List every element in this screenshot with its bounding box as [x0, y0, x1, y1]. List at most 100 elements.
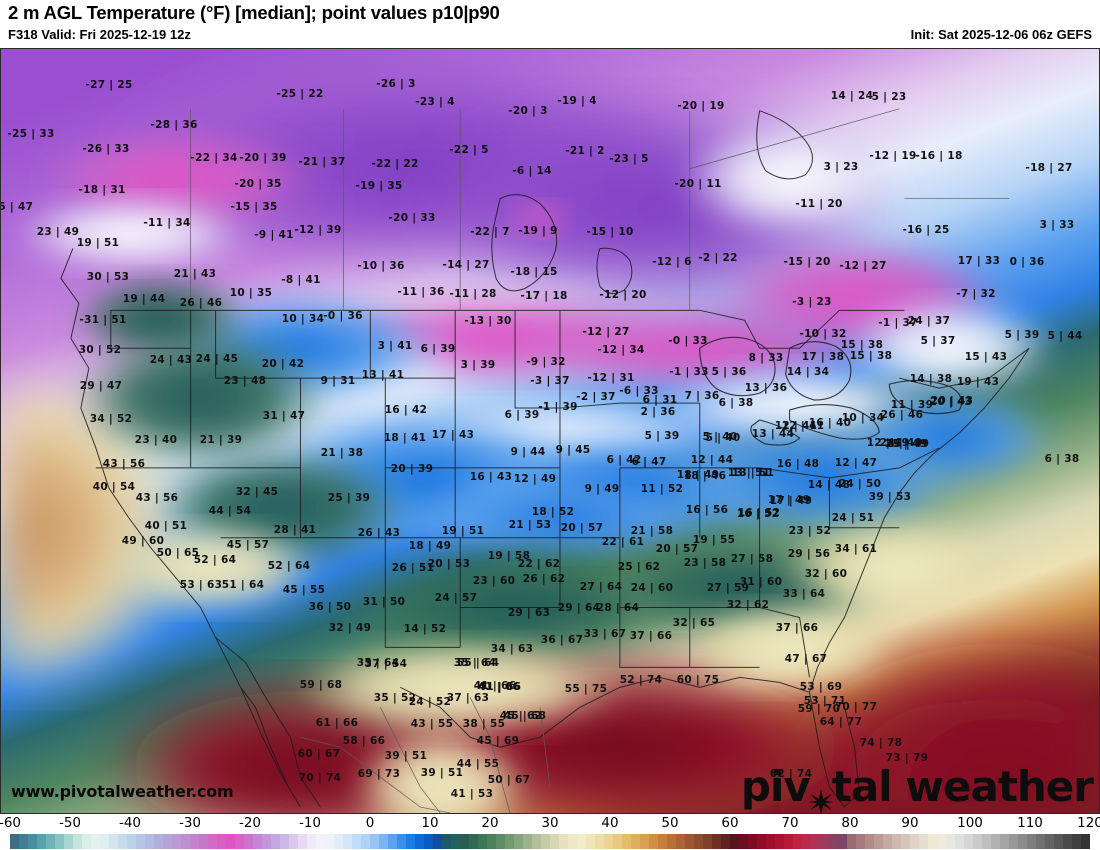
init-time-label: Init: Sat 2025-12-06 06z GEFS: [910, 27, 1092, 42]
colorbar-segment: [253, 834, 262, 849]
colorbar-segment: [910, 834, 919, 849]
colorbar-tick: -10: [298, 815, 322, 831]
colorbar-segment: [64, 834, 73, 849]
colorbar-segment: [208, 834, 217, 849]
colorbar-segment: [370, 834, 379, 849]
colorbar-segment: [541, 834, 550, 849]
colorbar-tick: 50: [661, 815, 679, 831]
colorbar-segment: [1081, 834, 1090, 849]
colorbar-segment: [919, 834, 928, 849]
colorbar-segment: [595, 834, 604, 849]
colorbar-segment: [46, 834, 55, 849]
colorbar-tick: -50: [58, 815, 82, 831]
colorbar-segment: [199, 834, 208, 849]
colorbar-segment: [352, 834, 361, 849]
colorbar-segment: [505, 834, 514, 849]
colorbar-segment: [874, 834, 883, 849]
map-raster: [1, 49, 1099, 813]
colorbar-segment: [883, 834, 892, 849]
colorbar-tick: 120: [1077, 815, 1100, 831]
colorbar[interactable]: -60 -50 -40 -30 -20 -10 0 10 20 30 40 50 60 70 80 90 100…: [0, 814, 1100, 850]
map-header: 2 m AGL Temperature (°F) [median]; point…: [0, 0, 1100, 48]
colorbar-tick: 70: [781, 815, 799, 831]
colorbar-segment: [82, 834, 91, 849]
colorbar-segment: [190, 834, 199, 849]
colorbar-segment: [991, 834, 1000, 849]
valid-time-label: F318 Valid: Fri 2025-12-19 12z: [8, 27, 191, 42]
colorbar-segment: [838, 834, 847, 849]
temperature-field-svg: [1, 49, 1099, 813]
colorbar-segment: [586, 834, 595, 849]
colorbar-segment: [28, 834, 37, 849]
colorbar-segment: [118, 834, 127, 849]
colorbar-segment: [667, 834, 676, 849]
colorbar-segment: [244, 834, 253, 849]
colorbar-segment: [1018, 834, 1027, 849]
colorbar-segment: [325, 834, 334, 849]
colorbar-segment: [703, 834, 712, 849]
colorbar-segment: [361, 834, 370, 849]
colorbar-segment: [982, 834, 991, 849]
map-borders: [60, 108, 1030, 813]
colorbar-segment: [955, 834, 964, 849]
colorbar-segment: [226, 834, 235, 849]
colorbar-segment: [937, 834, 946, 849]
colorbar-segment: [577, 834, 586, 849]
colorbar-segment: [415, 834, 424, 849]
site-url-watermark: www.pivotalweather.com: [11, 782, 234, 801]
colorbar-segment: [235, 834, 244, 849]
colorbar-tick: -40: [118, 815, 142, 831]
colorbar-tick: 20: [481, 815, 499, 831]
colorbar-segment: [928, 834, 937, 849]
temperature-map[interactable]: www.pivotalweather.com piv tal weather -…: [0, 48, 1100, 814]
colorbar-segment: [622, 834, 631, 849]
colorbar-segment: [19, 834, 28, 849]
colorbar-gradient: [10, 834, 1090, 849]
colorbar-tick: -60: [0, 815, 22, 831]
colorbar-segment: [712, 834, 721, 849]
colorbar-segment: [397, 834, 406, 849]
colorbar-segment: [748, 834, 757, 849]
colorbar-segment: [523, 834, 532, 849]
colorbar-tick: 80: [841, 815, 859, 831]
colorbar-segment: [1009, 834, 1018, 849]
colorbar-segment: [1027, 834, 1036, 849]
colorbar-segment: [802, 834, 811, 849]
colorbar-segment: [451, 834, 460, 849]
colorbar-segment: [829, 834, 838, 849]
colorbar-segment: [892, 834, 901, 849]
colorbar-segment: [973, 834, 982, 849]
colorbar-tick: 110: [1017, 815, 1043, 831]
colorbar-segment: [559, 834, 568, 849]
colorbar-segment: [640, 834, 649, 849]
colorbar-segment: [613, 834, 622, 849]
colorbar-segment: [775, 834, 784, 849]
colorbar-segment: [307, 834, 316, 849]
colorbar-segment: [1063, 834, 1072, 849]
colorbar-tick: -30: [178, 815, 202, 831]
colorbar-segment: [730, 834, 739, 849]
brand-text-pre: piv: [740, 762, 811, 811]
colorbar-tick: 60: [721, 815, 739, 831]
colorbar-segment: [550, 834, 559, 849]
colorbar-tick: -20: [238, 815, 262, 831]
colorbar-segment: [946, 834, 955, 849]
colorbar-tick: 100: [957, 815, 983, 831]
colorbar-segment: [91, 834, 100, 849]
colorbar-segment: [343, 834, 352, 849]
colorbar-tick: 10: [421, 815, 439, 831]
colorbar-segment: [694, 834, 703, 849]
colorbar-segment: [820, 834, 829, 849]
colorbar-segment: [685, 834, 694, 849]
colorbar-segment: [757, 834, 766, 849]
colorbar-segment: [478, 834, 487, 849]
colorbar-segment: [262, 834, 271, 849]
colorbar-segment: [1036, 834, 1045, 849]
colorbar-segment: [154, 834, 163, 849]
colorbar-segment: [109, 834, 118, 849]
brand-watermark: piv tal weather: [740, 762, 1094, 813]
colorbar-segment: [532, 834, 541, 849]
colorbar-segment: [388, 834, 397, 849]
colorbar-segment: [568, 834, 577, 849]
